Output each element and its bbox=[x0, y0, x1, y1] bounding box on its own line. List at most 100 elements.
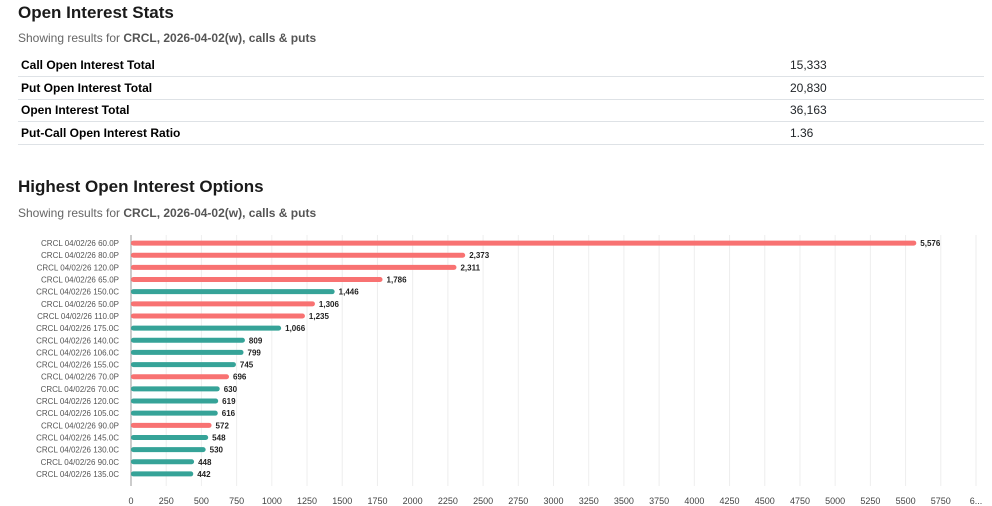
bar-value-label: 1,235 bbox=[309, 312, 330, 321]
x-tick-label: 2250 bbox=[438, 496, 458, 506]
bar-value-label: 745 bbox=[240, 361, 254, 370]
bar-value-label: 5,576 bbox=[920, 239, 941, 248]
open-interest-stats-title: Open Interest Stats bbox=[18, 3, 174, 22]
highest-open-interest-chart: 0 250 500 750 1000 1250 1500 1750 2000 2250 2500 27… bbox=[36, 235, 983, 506]
category-label: CRCL 04/02/26 106.0C bbox=[36, 348, 119, 357]
x-tick-label: 750 bbox=[229, 496, 244, 506]
bar-value-label: 630 bbox=[224, 385, 238, 394]
bar-call bbox=[131, 289, 335, 295]
x-tick-label: 2500 bbox=[473, 496, 493, 506]
category-label: CRCL 04/02/26 50.0P bbox=[41, 300, 119, 309]
x-tick-label: 1750 bbox=[367, 496, 387, 506]
bar-call bbox=[131, 386, 220, 392]
bar-put bbox=[131, 374, 230, 380]
stat-value: 36,163 bbox=[787, 99, 984, 122]
x-tick-label: 4500 bbox=[755, 496, 775, 506]
bar-call bbox=[131, 434, 209, 440]
category-label: CRCL 04/02/26 70.0C bbox=[41, 385, 120, 394]
x-tick-label: 250 bbox=[159, 496, 174, 506]
bar-put bbox=[131, 252, 466, 258]
bar-call bbox=[131, 362, 236, 368]
table-row: Put Open Interest Total 20,830 bbox=[18, 76, 984, 100]
highest-open-interest-title: Highest Open Interest Options bbox=[18, 177, 264, 196]
stat-value: 15,333 bbox=[787, 54, 984, 77]
x-tick-label: 6... bbox=[970, 496, 983, 506]
stat-value: 1.36 bbox=[787, 121, 984, 145]
category-label: CRCL 04/02/26 140.0C bbox=[36, 336, 119, 345]
bar-put bbox=[131, 240, 917, 246]
x-tick-label: 3500 bbox=[614, 496, 634, 506]
bar-value-label: 1,066 bbox=[285, 324, 306, 333]
x-tick-label: 2000 bbox=[403, 496, 423, 506]
stats-subtitle-prefix: Showing results for bbox=[18, 31, 124, 45]
x-tick-label: 1500 bbox=[332, 496, 352, 506]
bar-value-label: 2,311 bbox=[460, 263, 480, 272]
bar-call bbox=[131, 349, 244, 355]
bar-call bbox=[131, 325, 282, 331]
bar-value-label: 2,373 bbox=[469, 251, 490, 260]
x-tick-label: 2750 bbox=[508, 496, 528, 506]
table-row: Open Interest Total 36,163 bbox=[18, 99, 984, 122]
bar-call bbox=[131, 471, 194, 477]
bar-value-label: 548 bbox=[212, 433, 226, 442]
stat-label: Put-Call Open Interest Ratio bbox=[18, 121, 787, 145]
category-label: CRCL 04/02/26 135.0C bbox=[36, 470, 119, 479]
highest-subtitle-query: CRCL, 2026-04-02(w), calls & puts bbox=[123, 206, 317, 220]
bar-call bbox=[131, 410, 218, 416]
bar-value-label: 442 bbox=[197, 470, 211, 479]
bar-value-label: 1,786 bbox=[387, 276, 408, 285]
x-tick-label: 4750 bbox=[790, 496, 810, 506]
category-label: CRCL 04/02/26 105.0C bbox=[36, 409, 119, 418]
x-tick-label: 5000 bbox=[825, 496, 845, 506]
x-tick-label: 4250 bbox=[720, 496, 740, 506]
category-label: CRCL 04/02/26 145.0C bbox=[36, 433, 119, 442]
bar-value-label: 809 bbox=[249, 336, 263, 345]
category-label: CRCL 04/02/26 130.0C bbox=[36, 446, 119, 455]
bar-value-label: 1,306 bbox=[319, 300, 340, 309]
x-tick-label: 4000 bbox=[684, 496, 704, 506]
highest-subtitle: Showing results for CRCL, 2026-04-02(w),… bbox=[18, 206, 316, 220]
highest-subtitle-prefix: Showing results for bbox=[18, 206, 124, 220]
table-row: Call Open Interest Total 15,333 bbox=[18, 54, 984, 77]
bar-value-label: 572 bbox=[216, 421, 230, 430]
stats-subtitle: Showing results for CRCL, 2026-04-02(w),… bbox=[18, 31, 316, 45]
bar-call bbox=[131, 337, 245, 343]
stat-label: Open Interest Total bbox=[18, 99, 787, 122]
category-label: CRCL 04/02/26 175.0C bbox=[36, 324, 119, 333]
bar-call bbox=[131, 398, 219, 404]
x-tick-label: 5750 bbox=[931, 496, 951, 506]
bar-value-label: 799 bbox=[248, 348, 262, 357]
category-label: CRCL 04/02/26 90.0P bbox=[41, 421, 119, 430]
table-row: Put-Call Open Interest Ratio 1.36 bbox=[18, 121, 984, 145]
bar-call bbox=[131, 447, 206, 453]
bar-put bbox=[131, 264, 457, 270]
bar-value-label: 616 bbox=[222, 409, 236, 418]
x-tick-label: 500 bbox=[194, 496, 209, 506]
category-label: CRCL 04/02/26 120.0C bbox=[36, 397, 119, 406]
x-tick-label: 0 bbox=[128, 496, 133, 506]
x-tick-label: 1250 bbox=[297, 496, 317, 506]
x-tick-label: 3250 bbox=[579, 496, 599, 506]
bar-put bbox=[131, 301, 315, 307]
category-label: CRCL 04/02/26 90.0C bbox=[41, 458, 120, 467]
bar-put bbox=[131, 277, 383, 283]
stat-label: Call Open Interest Total bbox=[18, 54, 787, 77]
open-interest-stats-table: Call Open Interest Total 15,333 Put Open… bbox=[18, 54, 984, 145]
category-label: CRCL 04/02/26 70.0P bbox=[41, 373, 119, 382]
bar-value-label: 448 bbox=[198, 458, 212, 467]
stat-label: Put Open Interest Total bbox=[18, 76, 787, 100]
x-tick-label: 1000 bbox=[262, 496, 282, 506]
category-label: CRCL 04/02/26 80.0P bbox=[41, 251, 119, 260]
category-label: CRCL 04/02/26 110.0P bbox=[37, 312, 119, 321]
x-tick-label: 5250 bbox=[860, 496, 880, 506]
stat-value: 20,830 bbox=[787, 76, 984, 100]
bar-value-label: 696 bbox=[233, 373, 247, 382]
category-label: CRCL 04/02/26 120.0P bbox=[37, 263, 119, 272]
category-label: CRCL 04/02/26 60.0P bbox=[41, 239, 119, 248]
bar-value-label: 619 bbox=[222, 397, 236, 406]
category-label: CRCL 04/02/26 150.0C bbox=[36, 288, 119, 297]
x-tick-label: 5500 bbox=[896, 496, 916, 506]
category-label: CRCL 04/02/26 155.0C bbox=[36, 361, 119, 370]
bar-call bbox=[131, 459, 195, 465]
bar-value-label: 1,446 bbox=[339, 288, 360, 297]
